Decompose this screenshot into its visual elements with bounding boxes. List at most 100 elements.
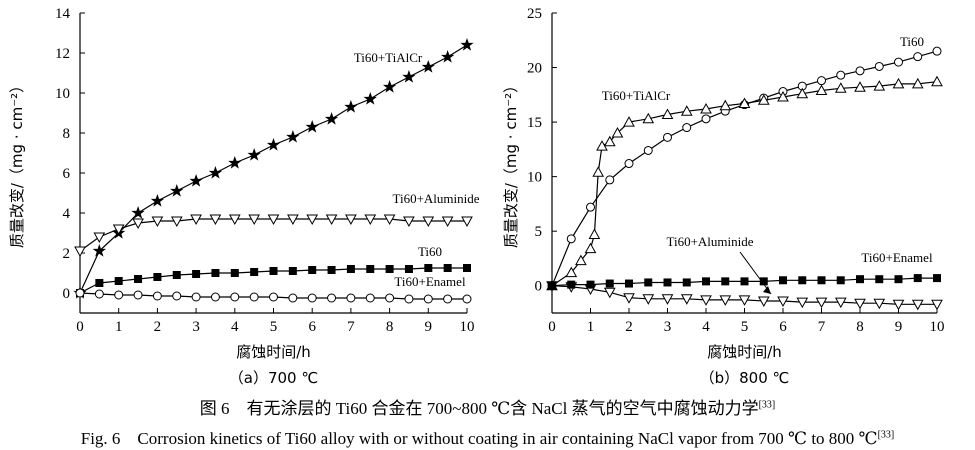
marker [307,293,317,303]
marker [327,266,336,274]
caption-text: Fig. 6 Corrosion kinetics of Ti60 alloy … [80,429,878,448]
marker [286,129,300,143]
series-label: Ti60 [418,244,442,259]
x-tick-label: 7 [347,319,355,335]
x-tick-label: 4 [231,319,239,335]
y-tick-label: 0 [535,279,543,295]
marker [854,81,866,92]
marker [611,126,624,138]
x-tick-label: 0 [76,319,84,335]
marker [385,265,394,273]
marker [288,267,297,275]
marker [777,90,789,102]
caption-en: Fig. 6 Corrosion kinetics of Ti60 alloy … [0,424,975,449]
x-axis-label: 腐蚀时间/h [707,343,782,361]
marker [721,277,730,286]
marker [345,214,357,226]
marker [817,76,826,86]
marker [287,214,299,226]
caption-ref: [33] [877,429,895,441]
y-tick-label: 20 [527,61,542,77]
marker [404,265,413,273]
marker [661,108,674,119]
marker [719,99,732,111]
marker [663,278,672,287]
marker [892,299,905,311]
marker [93,232,106,244]
marker [834,82,847,93]
chart-title: （b）800 ℃ [700,369,790,387]
marker [94,289,104,299]
marker [248,214,260,226]
marker [325,214,338,226]
marker [566,234,576,244]
x-tick-label: 6 [779,319,787,335]
marker [700,295,712,306]
marker [817,276,826,285]
x-tick-label: 10 [460,319,475,335]
marker [625,279,633,288]
caption-ref: [33] [758,399,776,411]
marker [151,216,164,228]
marker [132,218,144,230]
marker [228,155,242,169]
marker [385,293,395,303]
x-tick-label: 5 [741,319,749,335]
marker [586,202,595,212]
x-tick-label: 0 [548,319,556,335]
x-axis-label: 腐蚀时间/h [236,343,311,361]
marker [324,111,339,125]
x-tick-label: 2 [154,319,162,335]
marker [854,298,866,310]
marker [153,273,162,281]
marker [346,265,355,273]
marker [266,137,281,151]
marker [584,242,597,254]
marker [403,216,415,228]
series-line [79,44,468,294]
marker [150,193,165,207]
marker [305,119,319,133]
y-tick-label: 15 [527,115,542,131]
x-tick-label: 1 [115,319,123,335]
marker [366,265,375,273]
marker [565,266,578,278]
marker [308,266,317,274]
marker [757,296,770,308]
marker [836,70,846,80]
x-tick-label: 9 [425,319,433,335]
marker [95,279,104,287]
marker [779,276,787,285]
y-tick-label: 25 [527,6,542,22]
marker [911,77,924,89]
marker [228,214,241,226]
marker [74,246,86,258]
marker [757,94,770,105]
marker [682,123,692,133]
marker [249,292,259,302]
marker [663,132,672,142]
marker [738,295,751,306]
marker [208,165,223,179]
marker [191,292,201,302]
y-tick-label: 14 [55,6,71,22]
series-label: Ti60+Aluminide [666,234,753,249]
marker [575,254,587,266]
marker [661,294,674,305]
marker [344,99,358,113]
marker [931,75,943,87]
marker [603,287,616,299]
marker [306,214,319,226]
series-label: Ti60+TiAlCr [602,88,671,103]
marker [189,173,203,187]
x-tick-label: 2 [625,319,633,335]
x-tick-label: 7 [818,319,826,335]
marker [209,214,222,226]
y-tick-label: 10 [55,86,70,102]
marker [701,114,711,124]
marker [247,147,261,161]
marker [172,271,181,279]
marker [875,275,884,284]
